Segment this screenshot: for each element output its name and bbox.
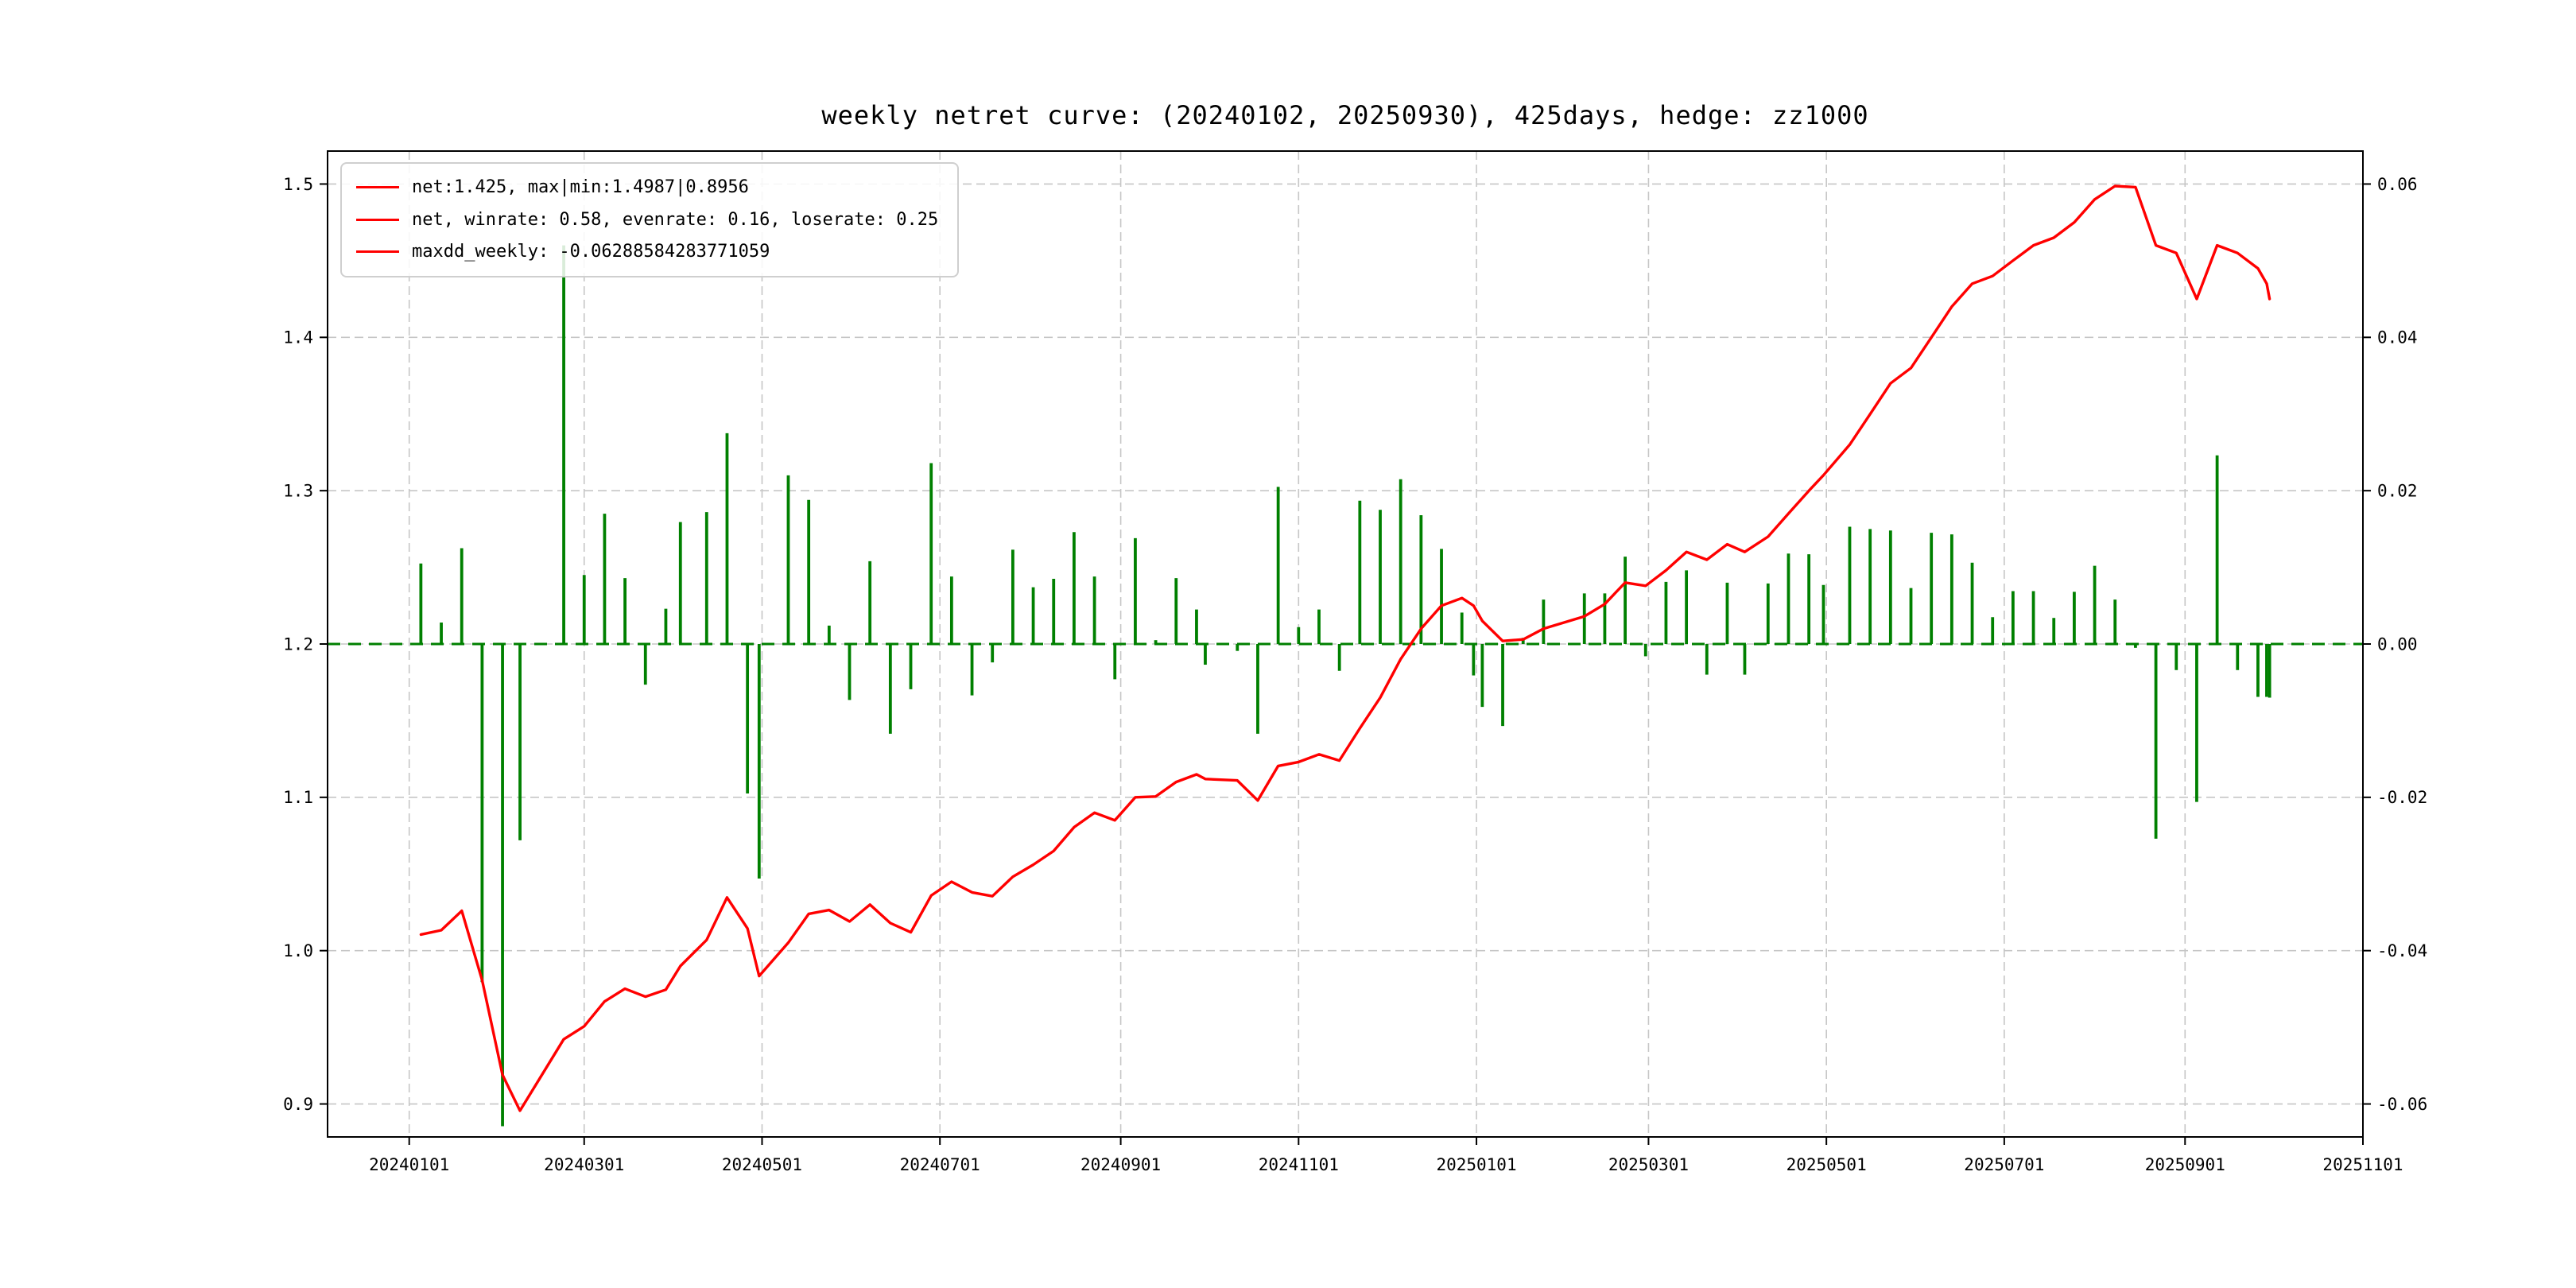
x-tick-label: 20250301 xyxy=(1608,1155,1689,1174)
x-tick-label: 20241101 xyxy=(1259,1155,1339,1174)
x-tick-label: 20250101 xyxy=(1436,1155,1516,1174)
x-tick-label: 20240101 xyxy=(369,1155,449,1174)
right-tick-label: 0.02 xyxy=(2377,482,2418,501)
legend-item: net:1.425, max|min:1.4987|0.8956 xyxy=(356,177,938,199)
right-tick-label: 0.06 xyxy=(2377,175,2418,194)
right-tick-label: -0.02 xyxy=(2377,788,2427,807)
legend: net:1.425, max|min:1.4987|0.8956 net, wi… xyxy=(340,162,960,277)
right-tick-label: 0.04 xyxy=(2377,328,2418,347)
right-tick-label: -0.04 xyxy=(2377,941,2427,960)
legend-item: maxdd_weekly: -0.06288584283771059 xyxy=(356,241,938,263)
legend-item: net, winrate: 0.58, evenrate: 0.16, lose… xyxy=(356,209,938,231)
legend-item-label: maxdd_weekly: -0.06288584283771059 xyxy=(412,242,770,262)
x-tick-label: 20250501 xyxy=(1787,1155,1867,1174)
x-tick-label: 20240501 xyxy=(722,1155,802,1174)
x-tick-label: 20250701 xyxy=(1964,1155,2044,1174)
legend-line-sample xyxy=(356,250,399,254)
left-tick-label: 1.4 xyxy=(283,328,313,347)
chart-title: weekly netret curve: (20240102, 20250930… xyxy=(821,100,1869,130)
legend-item-label: net:1.425, max|min:1.4987|0.8956 xyxy=(412,177,749,197)
left-tick-label: 1.1 xyxy=(283,788,313,807)
legend-line-sample xyxy=(356,186,399,189)
x-tick-label: 20240301 xyxy=(544,1155,624,1174)
x-tick-label: 20250901 xyxy=(2145,1155,2225,1174)
x-tick-label: 20240901 xyxy=(1080,1155,1161,1174)
net-curve xyxy=(419,184,2271,1112)
left-tick-label: 0.9 xyxy=(283,1095,313,1114)
right-tick-label: 0.00 xyxy=(2377,634,2418,654)
left-tick-label: 1.3 xyxy=(283,482,313,501)
left-tick-label: 1.0 xyxy=(283,941,313,960)
x-tick-label: 20240701 xyxy=(900,1155,980,1174)
right-tick-label: -0.06 xyxy=(2377,1095,2427,1114)
legend-item-label: net, winrate: 0.58, evenrate: 0.16, lose… xyxy=(412,209,939,230)
left-tick-label: 1.5 xyxy=(283,175,313,194)
left-tick-label: 1.2 xyxy=(283,634,313,654)
legend-line-sample xyxy=(356,218,399,221)
x-tick-label: 20251101 xyxy=(2322,1155,2403,1174)
